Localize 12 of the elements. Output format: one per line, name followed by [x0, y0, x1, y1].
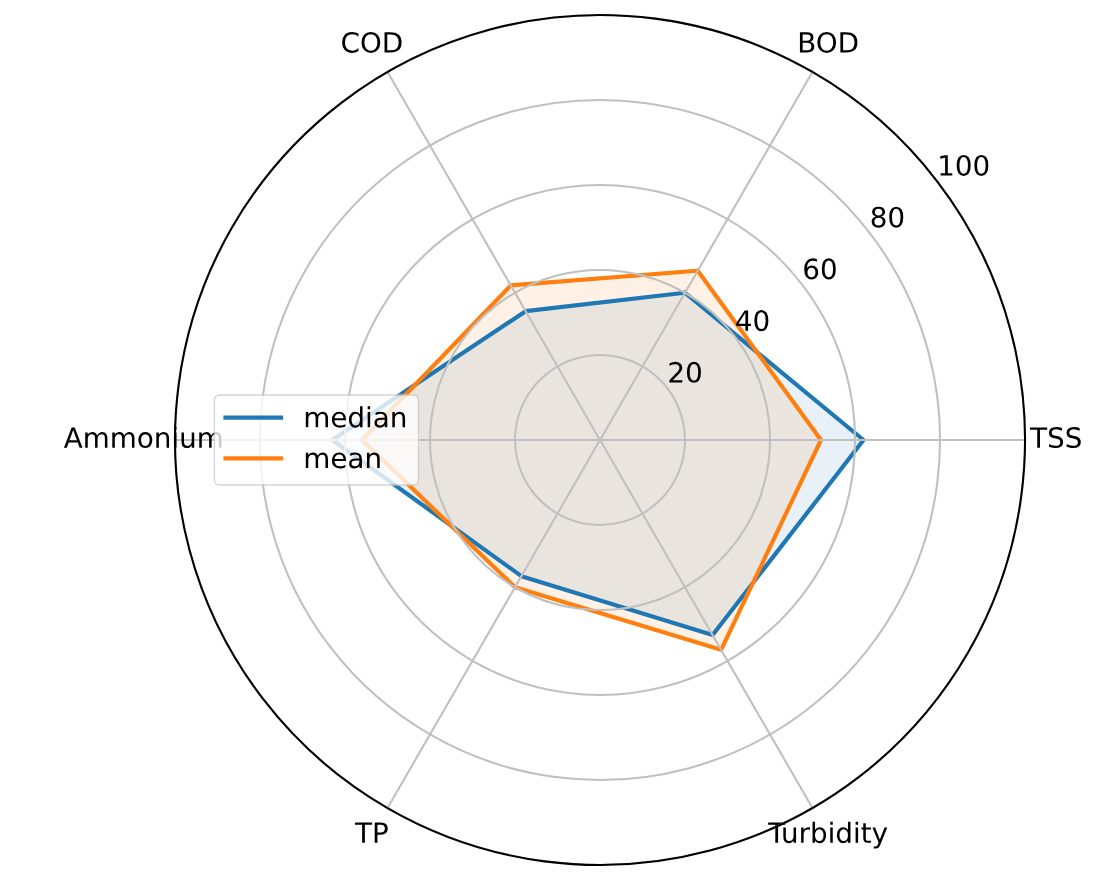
spoke-label: COD	[342, 31, 402, 53]
y-tick-label: 80	[871, 206, 904, 228]
legend-label: median	[305, 406, 406, 428]
legend-label: mean	[305, 452, 380, 469]
y-tick-label: 100	[940, 154, 989, 176]
spoke-label: TSS	[1030, 427, 1081, 449]
spoke-label: Turbidity	[768, 821, 888, 849]
y-tick-label: 40	[736, 310, 769, 332]
y-tick-label: 60	[804, 258, 836, 280]
y-tick-label: 20	[669, 361, 701, 383]
spoke-label: BOD	[799, 31, 858, 53]
spoke-label: TP	[354, 822, 388, 843]
